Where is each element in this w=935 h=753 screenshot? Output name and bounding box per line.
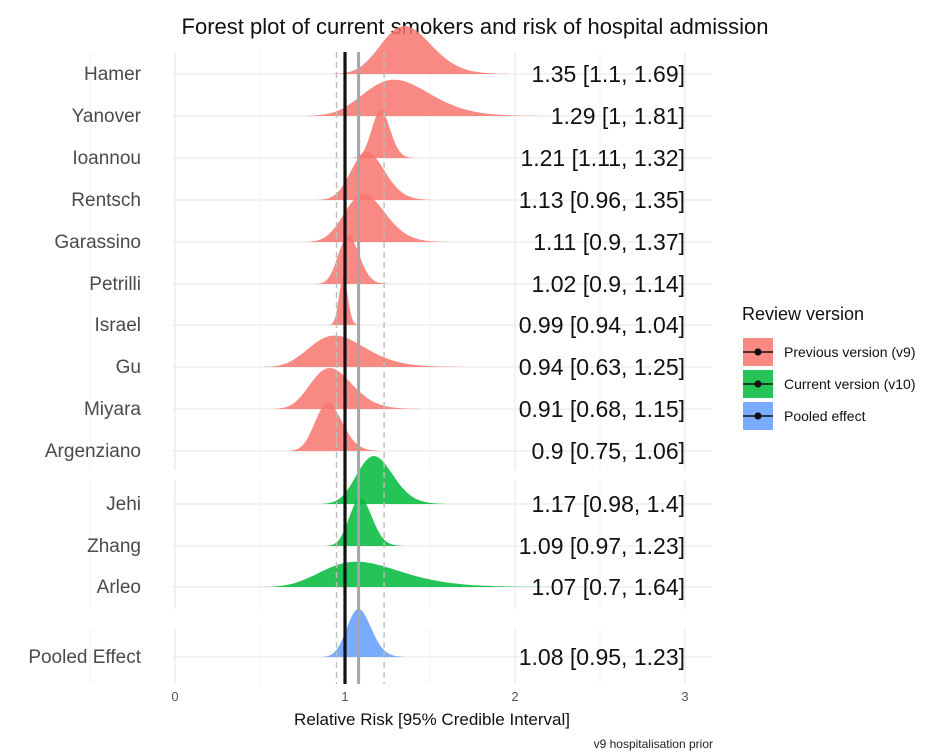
study-label: Pooled Effect [28, 647, 141, 668]
x-tick-label: 1 [341, 689, 348, 704]
density-ridge-petrilli [316, 236, 388, 284]
density-ridge-yanover [306, 79, 542, 116]
x-tick-label: 2 [511, 689, 518, 704]
x-tick-label: 3 [681, 689, 688, 704]
density-ridge-rentsch [317, 152, 434, 200]
legend-items: Previous version (v9) Current version (v1… [743, 338, 916, 430]
estimate-label: 1.09 [0.97, 1.23] [519, 533, 685, 559]
study-label: Zhang [87, 536, 141, 557]
legend-label: Previous version (v9) [784, 344, 916, 360]
estimate-label: 0.94 [0.63, 1.25] [519, 354, 685, 380]
density-ridge-ioannou [352, 110, 415, 158]
density-ridge-argenziano [288, 403, 382, 451]
estimate-label: 0.99 [0.94, 1.04] [519, 312, 685, 338]
study-label: Hamer [84, 64, 142, 85]
legend: Review version Previous version (v9) Curr… [742, 304, 916, 430]
study-labels: Hamer Yanover Ioannou Rentsch Garassino Petri… [28, 64, 141, 668]
study-label: Rentsch [71, 190, 141, 211]
density-ridge-jehi [321, 456, 446, 504]
plot-panel: Hamer Yanover Ioannou Rentsch Garassino Petri… [0, 26, 712, 704]
x-tick-label: 0 [171, 689, 178, 704]
density-ridge-arleo [261, 561, 556, 587]
estimate-label: 1.11 [0.9, 1.37] [533, 229, 685, 255]
estimate-label: 1.35 [1.1, 1.69] [532, 61, 685, 87]
study-label: Arleo [97, 577, 141, 598]
study-label: Argenziano [45, 441, 141, 462]
study-label: Jehi [106, 494, 141, 515]
study-label: Garassino [54, 232, 141, 253]
estimate-label: 1.02 [0.9, 1.14] [532, 271, 685, 297]
estimate-label: 1.17 [0.98, 1.4] [532, 491, 685, 517]
estimate-label: 1.13 [0.96, 1.35] [519, 187, 685, 213]
estimate-labels: 1.35 [1.1, 1.69] 1.29 [1, 1.81] 1.21 [1.11… [519, 61, 685, 670]
study-label: Petrilli [89, 274, 141, 295]
study-label: Miyara [84, 399, 141, 420]
estimate-label: 1.21 [1.11, 1.32] [520, 145, 685, 171]
density-ridge-gu [263, 335, 465, 367]
legend-title: Review version [742, 304, 864, 324]
study-label: Yanover [72, 106, 142, 127]
x-axis-title: Relative Risk [95% Credible Interval] [294, 710, 570, 729]
chart-title: Forest plot of current smokers and risk … [182, 14, 769, 39]
reference-lines [335, 52, 385, 684]
estimate-label: 1.29 [1, 1.81] [551, 103, 685, 129]
density-ridge-zhang [325, 498, 403, 546]
legend-item: Pooled effect [743, 402, 866, 430]
study-label: Ioannou [72, 148, 141, 169]
density-ridges [261, 26, 556, 657]
density-ridge-hamer [333, 26, 509, 74]
x-axis-ticks: 0 1 2 3 [171, 689, 688, 704]
study-label: Israel [95, 315, 141, 336]
study-label: Gu [116, 357, 141, 378]
legend-item: Current version (v10) [743, 370, 916, 398]
estimate-label: 0.91 [0.68, 1.15] [519, 396, 685, 422]
density-ridge-pooled-effect [321, 609, 405, 657]
estimate-label: 0.9 [0.75, 1.06] [532, 438, 685, 464]
legend-key-point [754, 412, 762, 420]
density-ridge-garassino [306, 194, 447, 242]
chart-caption: v9 hospitalisation prior [594, 737, 713, 751]
estimate-label: 1.07 [0.7, 1.64] [532, 574, 685, 600]
legend-label: Pooled effect [784, 408, 866, 424]
legend-key-point [754, 380, 762, 388]
legend-label: Current version (v10) [784, 376, 916, 392]
estimate-label: 1.08 [0.95, 1.23] [519, 644, 685, 670]
legend-item: Previous version (v9) [743, 338, 916, 366]
legend-key-point [754, 348, 762, 356]
